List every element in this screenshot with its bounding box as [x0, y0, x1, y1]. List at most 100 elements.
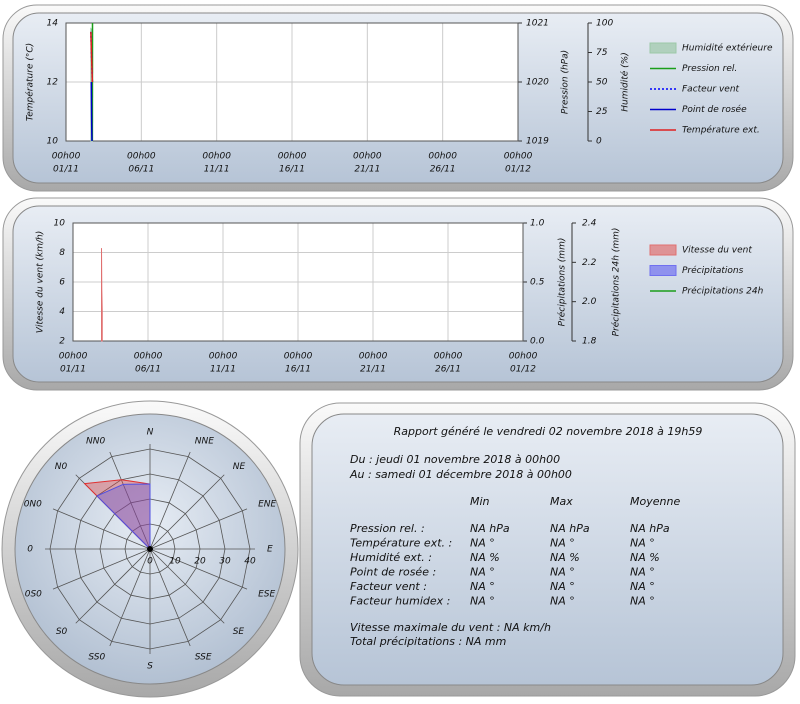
report-text: NA % — [470, 551, 500, 564]
direction-label: 0S0 — [25, 589, 42, 599]
report-text: NA % — [550, 551, 580, 564]
report-text: Vitesse maximale du vent : NA km/h — [350, 621, 551, 634]
y3-tick-label: 1.8 — [582, 337, 597, 347]
report-text: Total précipitations : NA mm — [350, 635, 506, 648]
y2-tick-label: 1019 — [526, 137, 549, 147]
series-line — [91, 82, 92, 141]
direction-label: N — [147, 428, 154, 438]
y2-axis-title: Précipitations (mm) — [557, 238, 568, 327]
y-tick-label: 10 — [47, 137, 59, 147]
r-tick-label: 20 — [194, 557, 206, 567]
x-tick-label: 00h00 — [59, 352, 88, 362]
x-tick-label: 16/11 — [285, 365, 311, 375]
report-text: Température ext. : — [350, 537, 452, 550]
legend-label: Précipitations 24h — [682, 286, 764, 297]
x-tick-label: 00h00 — [284, 352, 313, 362]
report-text: NA % — [630, 551, 660, 564]
y2-tick-label: 1020 — [526, 78, 549, 88]
legend-label: Précipitations — [682, 265, 744, 276]
y3-tick-label: 100 — [596, 19, 613, 29]
report-text: NA ° — [550, 566, 575, 579]
x-tick-label: 00h00 — [278, 152, 307, 162]
report-text: Humidité ext. : — [350, 551, 432, 564]
y-tick-label: 12 — [47, 78, 59, 88]
direction-label: ENE — [258, 500, 276, 510]
report-text: Facteur vent : — [350, 580, 427, 593]
report-text: NA ° — [550, 580, 575, 593]
x-tick-label: 11/11 — [210, 365, 236, 375]
legend-label: Température ext. — [682, 125, 760, 136]
r-tick-label: 0 — [147, 557, 153, 567]
y3-tick-label: 50 — [596, 78, 608, 88]
y3-tick-label: 75 — [596, 48, 608, 58]
report-text: NA hPa — [630, 522, 670, 535]
legend-label: Facteur vent — [682, 85, 740, 95]
report-text: NA ° — [630, 537, 655, 550]
y3-tick-label: 0 — [596, 137, 602, 147]
legend-swatch — [650, 245, 676, 255]
direction-label: N0 — [55, 462, 68, 472]
x-tick-label: 00h00 — [52, 152, 81, 162]
report-text: Pression rel. : — [350, 522, 425, 535]
y-tick-label: 10 — [54, 219, 66, 229]
x-tick-label: 00h00 — [353, 152, 382, 162]
direction-label: 0N0 — [24, 500, 42, 510]
legend-label: Vitesse du vent — [682, 246, 752, 256]
x-tick-label: 21/11 — [354, 165, 380, 175]
rose-center — [147, 546, 153, 552]
x-tick-label: 00h00 — [428, 152, 457, 162]
x-tick-label: 06/11 — [135, 365, 161, 375]
x-tick-label: 26/11 — [435, 365, 461, 375]
y-axis-title: Température (°C) — [25, 43, 36, 121]
r-tick-label: 10 — [169, 557, 181, 567]
y2-tick-label: 1021 — [526, 19, 549, 29]
direction-label: SS0 — [88, 653, 105, 663]
report-text: NA ° — [470, 580, 495, 593]
report-text: NA ° — [630, 566, 655, 579]
x-tick-label: 01/11 — [53, 165, 79, 175]
x-tick-label: 11/11 — [204, 165, 230, 175]
direction-label: SSE — [195, 653, 212, 663]
report-text: Point de rosée : — [350, 566, 436, 579]
direction-label: NNE — [195, 436, 214, 446]
direction-label: 0 — [27, 545, 33, 555]
y-tick-label: 2 — [59, 337, 65, 347]
direction-label: S0 — [56, 627, 68, 637]
y-tick-label: 6 — [59, 278, 65, 288]
y3-tick-label: 2.2 — [582, 258, 597, 268]
x-tick-label: 16/11 — [279, 165, 305, 175]
legend-swatch — [650, 43, 676, 53]
legend-swatch — [650, 266, 676, 276]
report-text: NA hPa — [470, 522, 510, 535]
report-text: NA hPa — [550, 522, 590, 535]
x-tick-label: 06/11 — [128, 165, 154, 175]
report-text: Au : samedi 01 décembre 2018 à 00h00 — [349, 468, 572, 481]
report-text: NA ° — [550, 595, 575, 608]
report-text: NA ° — [550, 537, 575, 550]
y2-axis-title: Pression (hPa) — [561, 50, 571, 114]
legend-label: Point de rosée — [682, 104, 747, 115]
report-text: NA ° — [470, 537, 495, 550]
direction-label: NE — [233, 462, 246, 472]
x-tick-label: 00h00 — [127, 152, 156, 162]
legend-label: Humidité extérieure — [682, 43, 773, 54]
x-tick-label: 01/12 — [510, 365, 536, 375]
report-text: Rapport généré le vendredi 02 novembre 2… — [394, 425, 703, 438]
r-tick-label: 40 — [244, 557, 256, 567]
r-tick-label: 30 — [219, 557, 231, 567]
report-text: NA ° — [630, 595, 655, 608]
y2-tick-label: 0.5 — [530, 278, 545, 288]
y3-axis-title: Précipitations 24h (mm) — [611, 228, 622, 337]
y3-tick-label: 25 — [596, 107, 608, 117]
x-tick-label: 01/12 — [505, 165, 531, 175]
x-tick-label: 00h00 — [202, 152, 231, 162]
y-tick-label: 4 — [59, 307, 65, 317]
y3-tick-label: 2.4 — [582, 219, 597, 229]
direction-label: S — [147, 662, 153, 672]
x-tick-label: 21/11 — [360, 365, 386, 375]
y3-tick-label: 2.0 — [582, 297, 597, 307]
x-tick-label: 00h00 — [509, 352, 538, 362]
x-tick-label: 01/11 — [60, 365, 86, 375]
report-text: Min — [470, 495, 490, 508]
